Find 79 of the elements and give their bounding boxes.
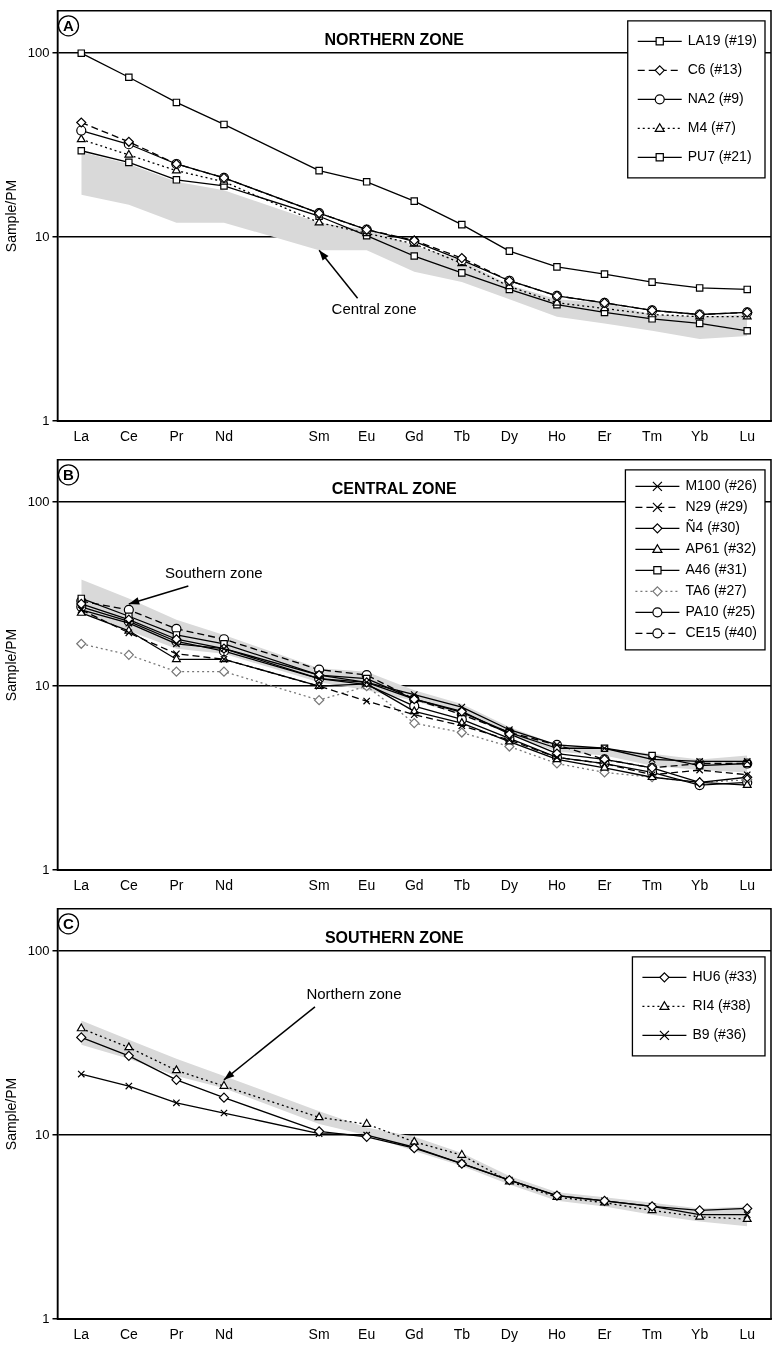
x-tick-label: Yb [691,1326,709,1343]
y-axis-title: Sample/PM [3,1077,20,1151]
x-tick-label: Dy [500,1326,518,1343]
x-tick-label: Tm [641,428,663,445]
y-tick-label: 1 [42,861,50,877]
y-tick-label: 100 [27,942,50,958]
legend-label: TA6 (#27) [685,582,747,599]
x-tick-label: Pr [169,1326,184,1343]
text: NORTHERN ZONE [324,31,465,49]
legend-label: LA19 (#19) [687,32,758,49]
x-tick-label: Yb [691,428,709,445]
x-tick-label: Ce [119,428,138,445]
x-tick-label: La [73,1326,90,1343]
y-tick-label: 1 [42,1310,50,1326]
x-tick-label: Ce [119,1326,138,1343]
y-tick-label: 10 [35,677,50,693]
legend-label: Ñ4 (#30) [685,519,740,536]
x-tick-label: Yb [691,877,709,894]
annotation: Southern zone [165,564,263,582]
x-tick-label: Gd [404,1326,424,1343]
x-tick-label: Tm [641,877,663,894]
x-tick-label: Eu [358,1326,376,1343]
text: SOUTHERN ZONE [324,929,464,947]
x-tick-label: Tb [453,428,471,445]
y-axis-title: Sample/PM [3,179,20,253]
x-tick-label: Lu [739,877,756,894]
annotation: C [63,914,75,932]
x-tick-label: Nd [215,1326,233,1343]
y-tick-label: 10 [35,1126,50,1142]
x-tick-label: Nd [215,428,233,445]
x-tick-label: Dy [500,428,518,445]
x-tick-label: Ho [547,428,567,445]
x-tick-label: Sm [308,877,330,894]
y-tick-label: 100 [27,44,50,60]
y-tick-label: 10 [35,228,50,244]
x-tick-label: Pr [169,428,184,445]
x-tick-label: Ce [119,877,138,894]
x-tick-label: Gd [404,428,424,445]
x-tick-label: Ho [547,877,567,894]
legend-label: HU6 (#33) [692,968,758,985]
legend-label: CE15 (#40) [685,624,757,641]
x-tick-label: Eu [358,877,376,894]
legend-label: A46 (#31) [685,561,747,578]
y-tick-label: 100 [27,493,50,509]
x-tick-label: Sm [308,1326,330,1343]
legend-label: M100 (#26) [685,477,757,494]
x-tick-label: Er [597,1326,612,1343]
x-tick-label: Er [597,877,612,894]
x-tick-label: Dy [500,877,518,894]
x-tick-label: Er [597,428,612,445]
legend-label: PA10 (#25) [685,603,756,620]
x-tick-label: Tb [453,877,471,894]
y-axis-title: Sample/PM [3,628,20,702]
legend-label: RI4 (#38) [692,997,751,1014]
x-tick-label: Pr [169,877,184,894]
x-tick-label: Tb [453,1326,471,1343]
legend-label: M4 (#7) [687,119,736,136]
x-tick-label: Lu [739,1326,756,1343]
x-tick-label: La [73,877,90,894]
text: CENTRAL ZONE [331,480,458,498]
annotation: Northern zone [306,984,402,1002]
x-tick-label: Tm [641,1326,663,1343]
x-tick-label: Sm [308,428,330,445]
x-tick-label: Gd [404,877,424,894]
legend-label: NA2 (#9) [687,90,744,107]
x-tick-label: Nd [215,877,233,894]
annotation: B [63,465,75,483]
legend-label: AP61 (#32) [685,540,757,557]
legend-label: B9 (#36) [692,1026,747,1043]
legend-label: C6 (#13) [687,61,743,78]
x-tick-label: La [73,428,90,445]
x-tick-label: Eu [358,428,376,445]
y-tick-label: 1 [42,412,50,428]
x-tick-label: Ho [547,1326,567,1343]
x-tick-label: Lu [739,428,756,445]
legend-label: N29 (#29) [685,498,748,515]
legend-label: PU7 (#21) [687,148,752,165]
annotation: A [63,16,75,34]
annotation: Central zone [331,300,417,318]
